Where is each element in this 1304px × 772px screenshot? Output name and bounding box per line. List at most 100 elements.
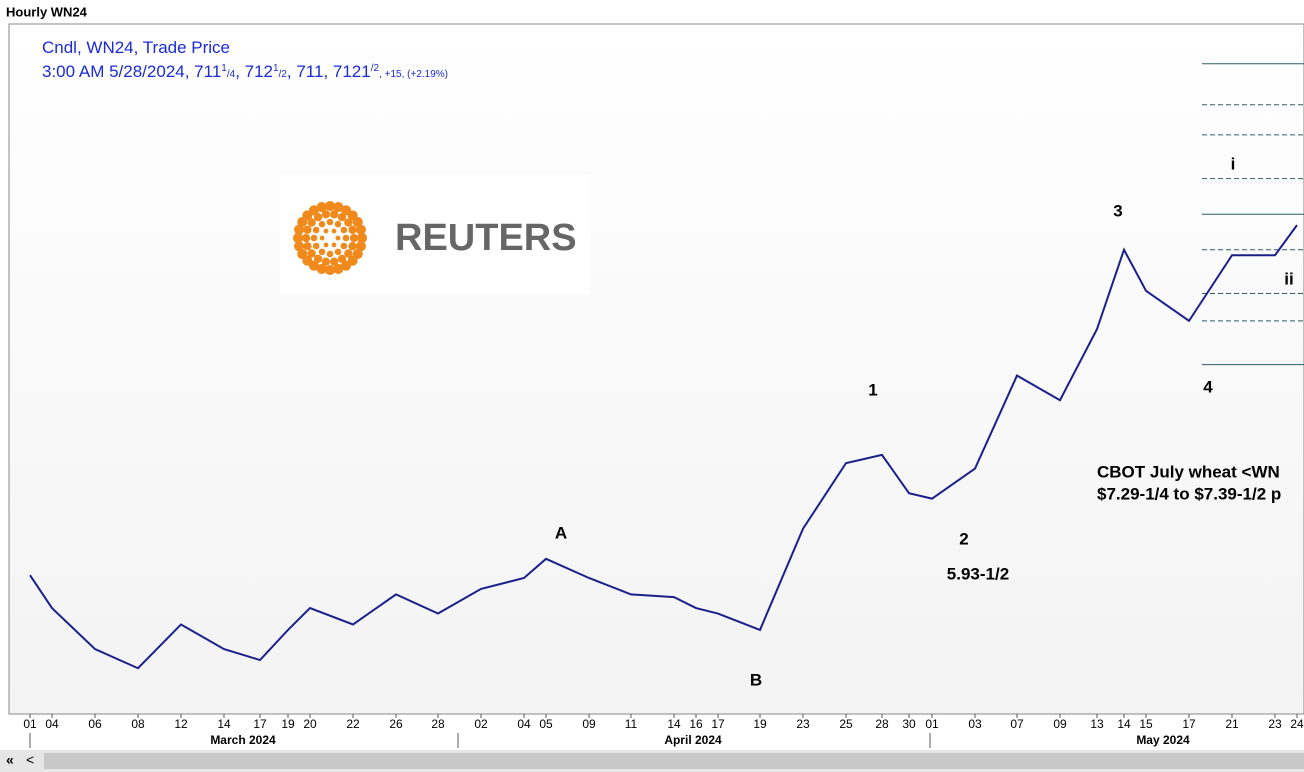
window-title: Hourly WN24	[6, 4, 88, 19]
legend-part: /2	[278, 69, 287, 80]
logo-dot	[301, 233, 311, 243]
legend-part: /4	[226, 69, 236, 80]
wave-label: 3	[1113, 201, 1122, 220]
legend-part: /2	[370, 63, 380, 74]
logo-dot	[333, 263, 344, 274]
logo-dot	[318, 248, 326, 256]
logo-dot	[355, 224, 366, 235]
logo-dot	[331, 228, 337, 234]
x-tick-label: 30	[902, 717, 916, 731]
x-tick-label: 23	[1268, 717, 1282, 731]
logo-dot	[337, 213, 347, 222]
logo-dot	[348, 242, 357, 251]
logo-dot	[323, 242, 329, 248]
x-tick-label: 28	[875, 717, 889, 731]
x-tick-label: 09	[582, 717, 596, 731]
x-tick-label: 23	[796, 717, 810, 731]
legend-part: 1	[221, 63, 227, 74]
logo-dot	[340, 226, 348, 234]
logo-dot	[307, 218, 316, 227]
logo-dot	[330, 210, 339, 219]
note-text: $7.29-1/4 to $7.39-1/2 p	[1097, 484, 1281, 503]
x-tick-label: 28	[431, 717, 445, 731]
wave-label: ii	[1284, 269, 1293, 288]
logo-dot	[297, 248, 308, 260]
x-tick-label: 01	[925, 717, 939, 731]
x-tick-label: 20	[303, 717, 317, 731]
wave-label: A	[555, 523, 567, 542]
logo-dot	[348, 225, 357, 234]
logo-dot	[292, 232, 304, 244]
x-tick-label: 16	[689, 717, 703, 731]
wave-label: B	[750, 670, 762, 689]
month-label: March 2024	[210, 733, 276, 747]
x-tick-label: 14	[1117, 717, 1131, 731]
price-line	[29, 224, 1298, 670]
logo-dot	[313, 213, 323, 222]
logo-dot	[352, 216, 363, 228]
logo-dot	[316, 263, 327, 274]
plot-area	[8, 23, 1304, 715]
x-tick-label: 13	[1090, 717, 1104, 731]
wave-label: i	[1231, 154, 1236, 173]
x-tick-label: 03	[968, 717, 982, 731]
scroll-first[interactable]: «	[6, 752, 14, 768]
legend-part: 1	[361, 62, 371, 81]
legend-part: , 711, 712	[286, 62, 362, 81]
x-tick-label: 17	[1182, 717, 1196, 731]
logo-dot	[342, 234, 350, 242]
month-label: April 2024	[664, 733, 722, 747]
scroll-thumb[interactable]	[44, 753, 1304, 769]
logo-dot	[307, 249, 316, 258]
legend-part: , +15, (+2.19%)	[379, 69, 449, 80]
title-bar	[0, 0, 1304, 24]
x-tick-label: 15	[1139, 717, 1153, 731]
wave-label: 2	[959, 529, 968, 548]
logo-dot	[349, 233, 359, 243]
x-tick-label: 06	[88, 717, 102, 731]
logo-dot	[323, 228, 329, 234]
wave-label: 4	[1203, 377, 1213, 396]
logo-dot	[356, 232, 368, 244]
x-tick-label: 11	[625, 717, 638, 731]
x-tick-label: 04	[45, 717, 59, 731]
x-tick-label: 09	[1053, 717, 1067, 731]
logo-dot	[324, 200, 336, 212]
logo-dot	[312, 226, 320, 234]
x-tick-label: 05	[539, 717, 553, 731]
logo-box	[280, 175, 590, 295]
logo-dot	[313, 254, 323, 263]
x-tick-label: 07	[1010, 717, 1024, 731]
x-tick-label: 19	[753, 717, 767, 731]
x-tick-label: 14	[667, 717, 681, 731]
legend-part: 1	[273, 63, 279, 74]
logo-dot	[303, 242, 312, 251]
wave-label: 5.93-1/2	[947, 564, 1009, 583]
x-tick-label: 22	[346, 717, 360, 731]
logo-dot	[330, 257, 339, 266]
scroll-prev[interactable]: <	[26, 752, 34, 768]
logo-dot	[344, 218, 353, 227]
logo-dot	[321, 210, 330, 219]
logo-dot	[333, 202, 344, 213]
logo-dot	[335, 235, 341, 241]
logo-mark	[292, 200, 368, 276]
logo-dot	[334, 248, 342, 256]
logo-dot	[331, 242, 337, 248]
x-tick-label: 04	[517, 717, 531, 731]
x-tick-label: 19	[281, 717, 295, 731]
logo-dot	[340, 242, 348, 250]
legend-line-1: Cndl, WN24, Trade Price	[42, 38, 231, 57]
logo-dot	[294, 224, 305, 235]
logo-dot	[308, 205, 320, 216]
x-tick-label: 14	[217, 717, 231, 731]
logo-dot	[319, 235, 325, 241]
logo-dot	[294, 241, 305, 252]
logo-dot	[340, 260, 352, 271]
logo-dot	[355, 241, 366, 252]
logo-dot	[321, 257, 330, 266]
logo-dot	[312, 242, 320, 250]
x-tick-label: 02	[474, 717, 488, 731]
legend-part: , 712	[235, 62, 273, 81]
